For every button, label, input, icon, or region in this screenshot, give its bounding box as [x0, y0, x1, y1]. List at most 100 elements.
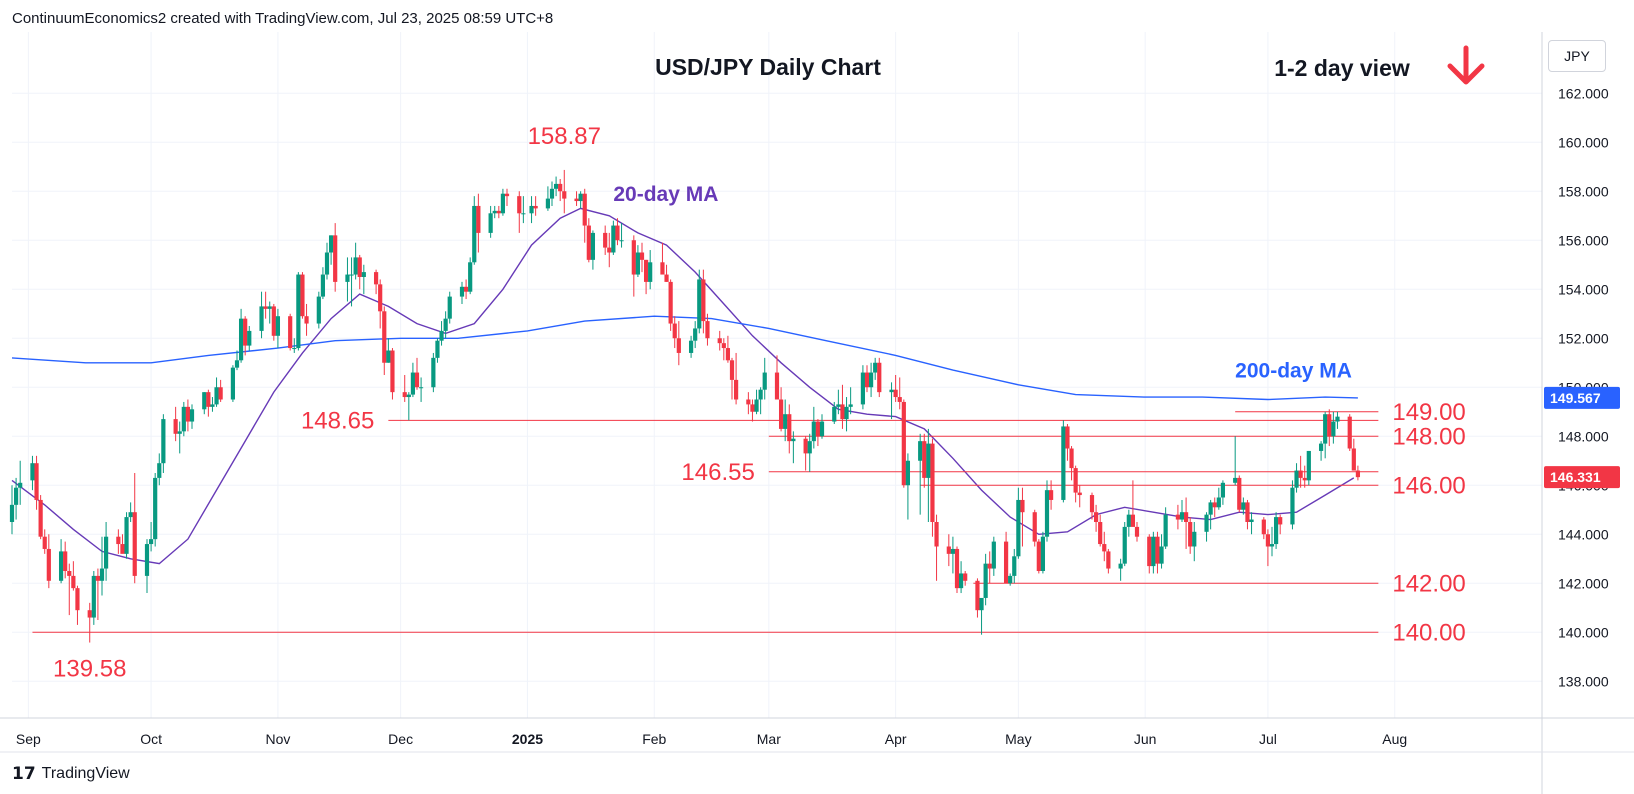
candle-body [71, 575, 76, 589]
ma200-price-tag: 149.567 [1550, 390, 1601, 406]
candle-body [218, 387, 223, 400]
candle-body [873, 362, 878, 373]
candles [9, 169, 1361, 643]
candle-body [161, 419, 166, 464]
x-tick-label: Dec [388, 731, 413, 747]
candle-body [787, 414, 792, 442]
candle-body [1036, 541, 1041, 571]
currency-label[interactable]: JPY [1548, 40, 1606, 72]
candle-body [67, 571, 72, 576]
candle-body [1233, 477, 1238, 483]
candle-body [603, 232, 608, 248]
x-tick-label: Mar [757, 731, 781, 747]
level-label: 146.55 [681, 459, 754, 486]
level-label: 146.00 [1392, 472, 1465, 499]
candle-body [762, 372, 767, 390]
candle-body [1040, 536, 1046, 571]
candle-body [1290, 487, 1295, 525]
candle-body [1355, 470, 1361, 478]
candle-body [1134, 526, 1140, 537]
candle-body [189, 409, 195, 422]
candle-body [373, 272, 379, 285]
candle-body [271, 306, 276, 336]
candle-body [918, 441, 923, 461]
last-price-tag: 146.331 [1550, 469, 1601, 485]
candle-body [668, 281, 673, 324]
tradingview-mark-icon: 17 [12, 764, 36, 784]
candle-body [897, 397, 902, 402]
x-tick-label: Oct [140, 731, 162, 747]
candle-body [672, 323, 677, 339]
candle-body [1331, 421, 1336, 437]
candle-body [987, 563, 992, 569]
candle-body [693, 328, 698, 341]
candle-body [717, 338, 722, 344]
candle-body [930, 443, 935, 522]
candle-body [292, 348, 297, 350]
candle-body [844, 406, 849, 420]
y-tick-label: 138.000 [1558, 673, 1609, 689]
candle-body [504, 193, 510, 197]
candle-body [676, 338, 681, 353]
candle-body [1249, 519, 1254, 522]
candle-body [173, 419, 178, 434]
candle-body [807, 441, 812, 454]
candle-body [382, 311, 387, 363]
candle-body [905, 460, 911, 486]
candle-body [578, 193, 583, 202]
candle-body [181, 406, 186, 432]
candle-body [1012, 556, 1017, 576]
candle-body [58, 551, 64, 581]
candle-body [1273, 517, 1279, 545]
candle-body [1159, 546, 1164, 564]
candle-body [1065, 426, 1070, 449]
y-tick-label: 158.000 [1558, 183, 1609, 199]
candle-body [922, 441, 927, 478]
candle-body [1183, 512, 1189, 522]
candle-body [803, 438, 808, 454]
ma200-label: 200-day MA [1235, 359, 1352, 382]
level-label: 142.00 [1392, 570, 1465, 597]
tradingview-logo[interactable]: 17 TradingView [12, 764, 130, 784]
y-tick-label: 140.000 [1558, 624, 1609, 640]
candle-body [390, 350, 395, 393]
candle-body [1175, 514, 1181, 520]
candle-body [1089, 495, 1095, 513]
candle-body [562, 191, 567, 199]
level-label: 149.00 [1392, 399, 1465, 426]
candle-body [1241, 502, 1246, 510]
y-tick-label: 148.000 [1558, 428, 1609, 444]
candle-body [848, 404, 853, 407]
candle-body [500, 193, 506, 214]
chart-title: USD/JPY Daily Chart [655, 54, 881, 80]
candle-body [975, 580, 980, 611]
candle-body [954, 548, 960, 589]
candle-body [128, 512, 133, 518]
y-tick-label: 152.000 [1558, 330, 1609, 346]
candle-body [288, 316, 293, 349]
candle-body [868, 372, 874, 388]
candle-body [488, 213, 493, 233]
y-tick-label: 160.000 [1558, 134, 1609, 150]
candle-body [733, 379, 739, 400]
candle-body [1155, 536, 1160, 564]
candle-body [1069, 448, 1074, 469]
candle-body [983, 563, 988, 598]
candle-body [476, 205, 481, 233]
candle-body [877, 362, 882, 393]
candle-body [259, 306, 264, 331]
y-tick-label: 162.000 [1558, 85, 1609, 101]
candle-body [116, 536, 121, 545]
candle-body [958, 573, 964, 589]
candle-body [435, 340, 440, 358]
candle-body [819, 421, 825, 437]
candle-body [263, 306, 268, 309]
candle-body [783, 414, 788, 429]
candle-body [1294, 470, 1299, 488]
x-tick-label: 2025 [512, 731, 543, 747]
candle-body [496, 210, 501, 214]
view-label: 1-2 day view [1274, 55, 1410, 81]
candle-body [1188, 522, 1193, 547]
candle-body [324, 252, 330, 275]
